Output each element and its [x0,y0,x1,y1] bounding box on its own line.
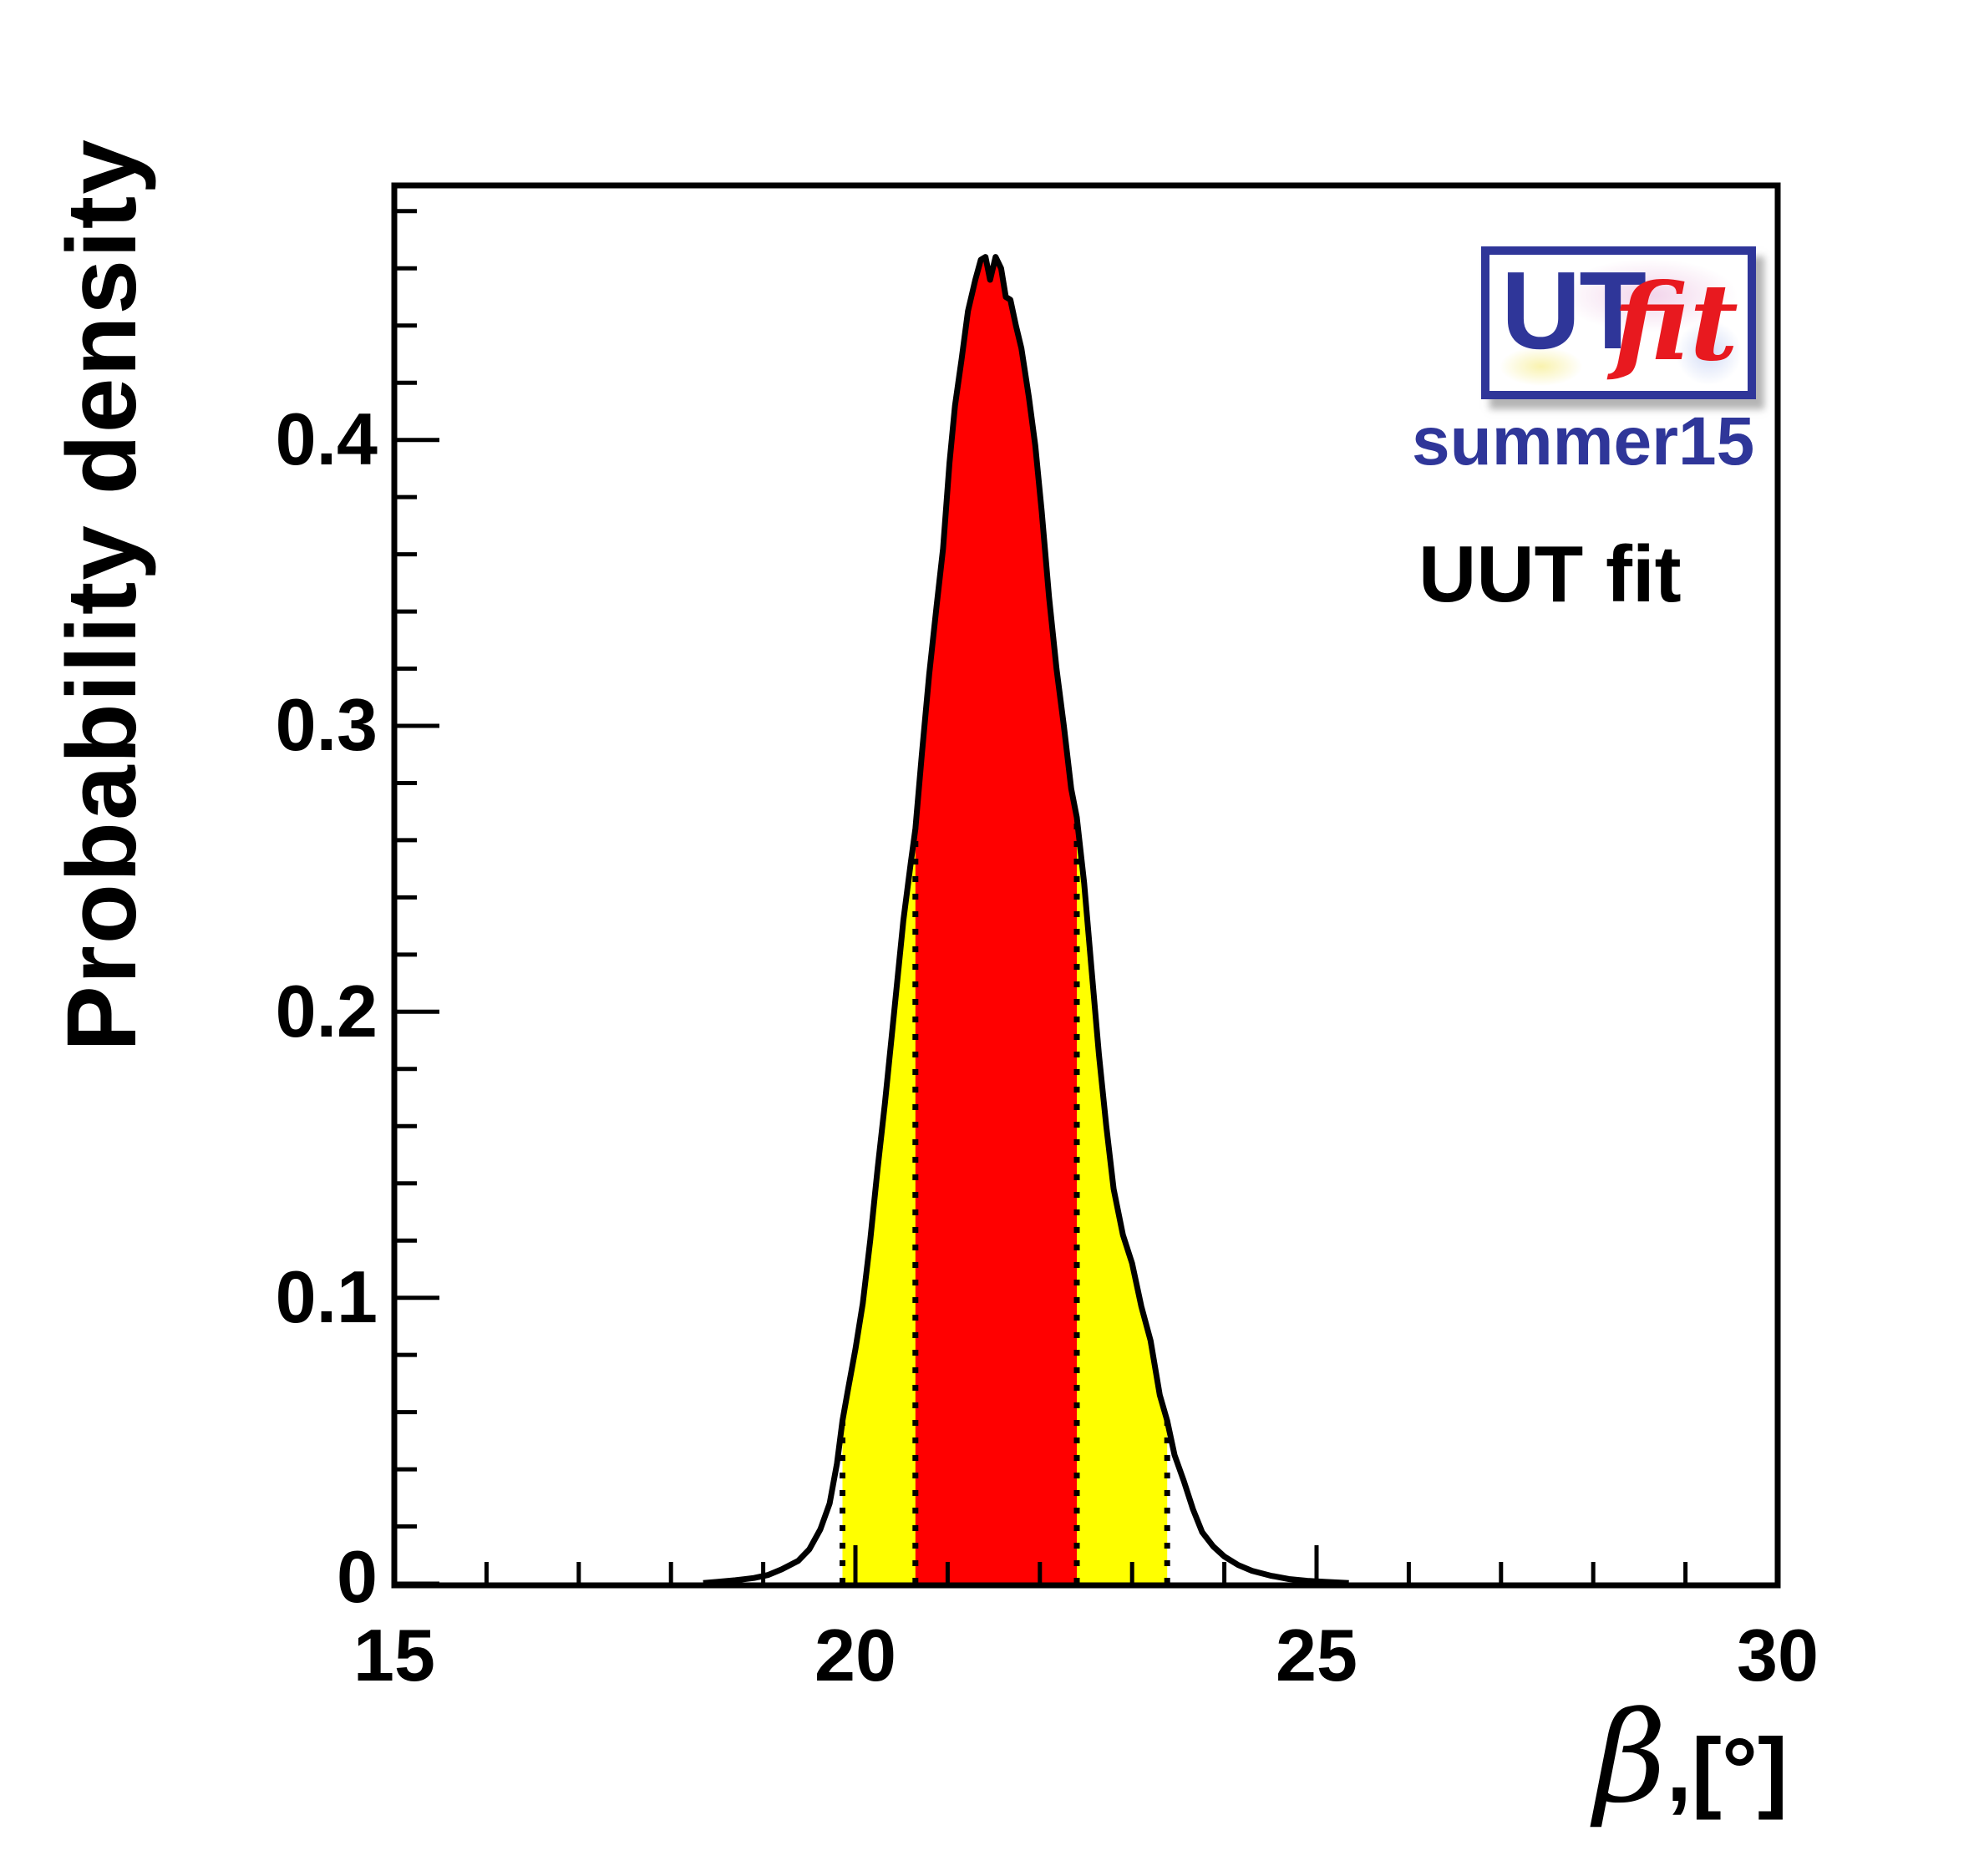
y-tick-label-0p2: 0.2 [275,970,378,1052]
x-axis-units: ,[°] [1666,1719,1788,1820]
x-tick-label-15: 15 [353,1614,435,1696]
y-tick-label-0p1: 0.1 [275,1255,378,1338]
logo-ut-text: UT [1501,249,1647,372]
y-axis-title: Probability density [47,138,157,1052]
x-tick-label-30: 30 [1737,1614,1819,1696]
dataset-period-label: summer15 [1412,403,1755,479]
beta-symbol: β [1594,1686,1667,1831]
y-tick-label-0p3: 0.3 [275,683,378,766]
fit-type-label: UUT fit [1418,530,1682,619]
x-tick-label-20: 20 [814,1614,896,1696]
x-tick-label-25: 25 [1276,1614,1357,1696]
inner-probability-region [915,256,1077,1584]
x-axis-title: β,[°] [1370,1686,1788,1831]
plot-frame [391,182,1781,1589]
utfit-logo: UT fit [1481,246,1756,399]
y-tick-label-0p4: 0.4 [275,398,378,480]
logo-fit-text: fit [1613,261,1738,384]
beta-probability-density [703,254,1349,1586]
y-tick-label-0: 0 [337,1535,378,1618]
